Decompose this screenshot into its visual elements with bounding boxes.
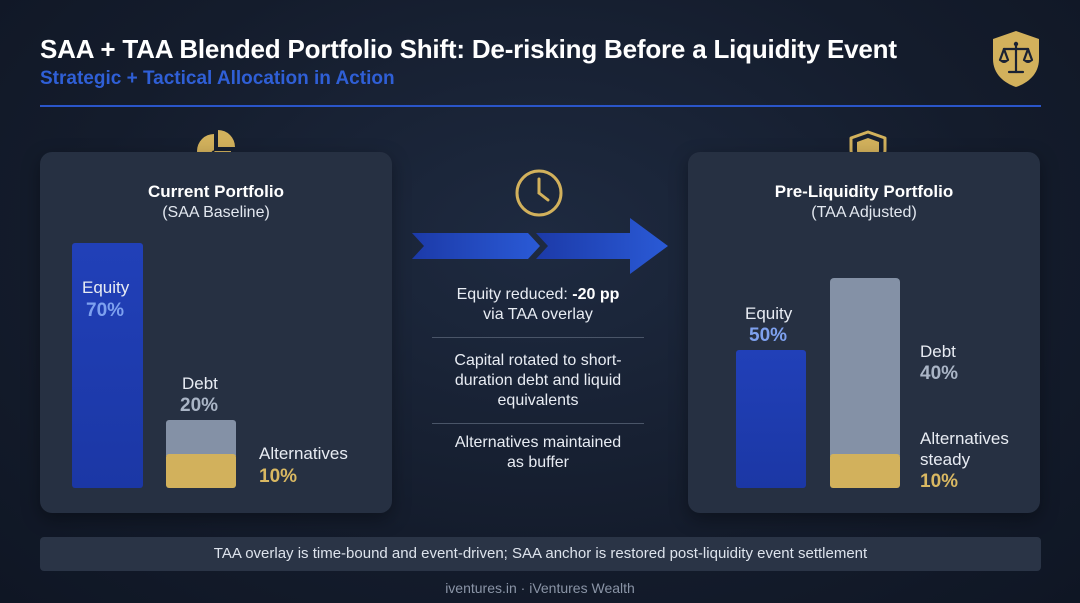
target-alternatives-pct: 10% bbox=[920, 471, 959, 492]
pre-liquidity-portfolio-panel: Pre-Liquidity Portfolio (TAA Adjusted) E… bbox=[688, 152, 1040, 513]
double-arrow-right-icon bbox=[412, 218, 668, 274]
target-alternatives-bar bbox=[830, 454, 900, 488]
note-equity-suffix: via TAA overlay bbox=[483, 306, 593, 323]
current-alternatives-bar bbox=[166, 454, 236, 488]
note-capital-line3: equivalents bbox=[497, 392, 579, 409]
current-portfolio-panel: Current Portfolio (SAA Baseline) Equity … bbox=[40, 152, 392, 513]
page-title: SAA + TAA Blended Portfolio Shift: De-ri… bbox=[40, 34, 897, 64]
note-capital-line1: Capital rotated to short- bbox=[454, 352, 622, 369]
current-debt-pct: 20% bbox=[180, 395, 219, 416]
current-portfolio-subtitle: (SAA Baseline) bbox=[162, 204, 270, 221]
note-capital-line2: duration debt and liquid bbox=[454, 372, 622, 389]
note-separator bbox=[432, 423, 644, 424]
current-equity-bar bbox=[72, 243, 143, 488]
scales-of-justice-icon bbox=[993, 31, 1039, 87]
current-portfolio-title: Current Portfolio bbox=[148, 182, 284, 201]
target-debt-pct: 40% bbox=[920, 363, 959, 384]
target-debt-label: Debt bbox=[920, 342, 956, 361]
pre-liquidity-subtitle: (TAA Adjusted) bbox=[811, 204, 917, 221]
current-alternatives-pct: 10% bbox=[259, 466, 298, 487]
header-divider bbox=[40, 105, 1041, 107]
current-alternatives-label: Alternatives bbox=[259, 444, 348, 463]
note-alternatives-line1: Alternatives maintained bbox=[454, 434, 622, 451]
note-capital-rotated: Capital rotated to short- duration debt … bbox=[432, 351, 644, 411]
note-alternatives-line2: as buffer bbox=[507, 454, 569, 471]
target-alternatives-label: Alternatives bbox=[920, 429, 1009, 448]
note-separator bbox=[432, 337, 644, 338]
target-equity-pct: 50% bbox=[749, 325, 788, 346]
page-subtitle: Strategic + Tactical Allocation in Actio… bbox=[40, 68, 395, 89]
pre-liquidity-title: Pre-Liquidity Portfolio bbox=[774, 182, 954, 201]
clock-icon bbox=[515, 169, 563, 217]
note-equity-prefix: Equity reduced: bbox=[456, 286, 573, 303]
note-alternatives-buffer: Alternatives maintained as buffer bbox=[432, 433, 644, 473]
footer-note: TAA overlay is time-bound and event-driv… bbox=[40, 537, 1041, 571]
current-equity-label: Equity bbox=[82, 278, 130, 297]
note-equity-reduced: Equity reduced: -20 pp via TAA overlay bbox=[432, 285, 644, 325]
target-equity-bar bbox=[736, 350, 806, 488]
note-equity-change: -20 pp bbox=[572, 286, 620, 303]
target-equity-label: Equity bbox=[745, 304, 793, 323]
current-equity-pct: 70% bbox=[86, 300, 125, 321]
footer-credit: iventures.in · iVentures Wealth bbox=[445, 580, 635, 596]
target-debt-bar bbox=[830, 278, 900, 456]
current-debt-label: Debt bbox=[182, 374, 218, 393]
current-debt-bar bbox=[166, 420, 236, 456]
target-alternatives-status: steady bbox=[920, 450, 971, 469]
